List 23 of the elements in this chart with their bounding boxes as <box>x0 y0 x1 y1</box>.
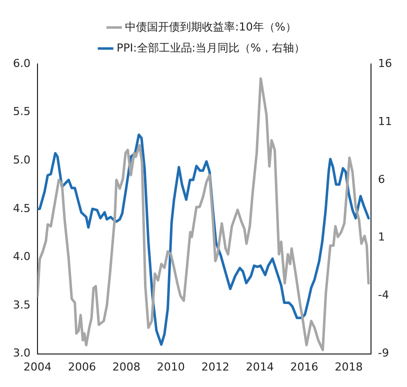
legend-label: PPI:全部工业品:当月同比（%，右轴） <box>116 41 305 54</box>
x-tick-label: 2004 <box>23 360 52 374</box>
x-tick-label: 2006 <box>68 360 96 374</box>
y2-tick-label: 6 <box>378 172 386 186</box>
x-tick-label: 2016 <box>290 360 318 374</box>
x-tick-label: 2014 <box>246 360 274 374</box>
y-tick-label: 4.5 <box>12 202 30 215</box>
y2-tick-label: 16 <box>378 56 392 70</box>
x-tick-label: 2010 <box>156 360 185 374</box>
y-tick-label: 5.0 <box>12 153 30 166</box>
y-tick-label: 5.5 <box>12 105 30 118</box>
y2-tick-label: -9 <box>378 346 389 360</box>
y-tick-label: 3.0 <box>12 346 30 360</box>
y2-tick-label: 11 <box>378 114 392 128</box>
y-tick-label: 6.0 <box>12 56 30 70</box>
y-tick-label: 3.5 <box>12 298 30 312</box>
y2-tick-label: -4 <box>378 288 389 302</box>
y-tick-label: 4.0 <box>12 250 30 264</box>
x-tick-label: 2008 <box>112 360 140 374</box>
y2-tick-label: 1 <box>378 230 386 244</box>
x-tick-label: 2012 <box>201 360 230 374</box>
x-tick-label: 2018 <box>334 360 363 374</box>
legend-label: 中债国开债到期收益率:10年（%） <box>125 20 296 34</box>
